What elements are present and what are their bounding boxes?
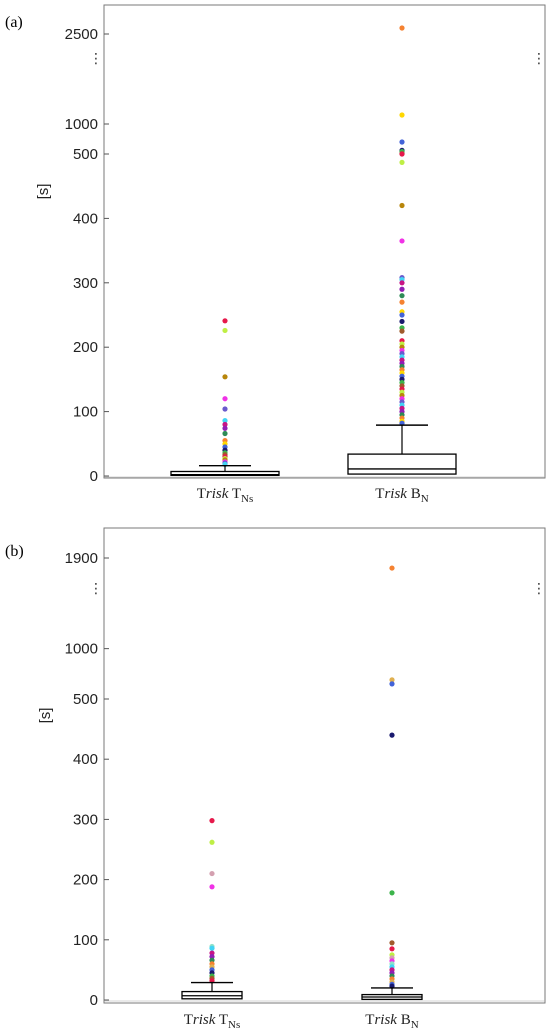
category-label-subscript: Ns: [241, 493, 253, 505]
y-tick-label: 2500: [65, 26, 98, 43]
y-tick-label: 1000: [65, 641, 98, 658]
outlier-point: [209, 950, 215, 956]
outlier-point: [389, 732, 395, 738]
outlier-point: [209, 954, 215, 960]
x-category-label: Trisk TNs: [184, 1012, 241, 1031]
plot-frame: [103, 4, 546, 479]
axis-break-left: ⋮: [89, 580, 103, 596]
category-label-main: T: [375, 486, 384, 502]
axis-break-right: ⋮: [532, 50, 546, 66]
outlier-point: [399, 328, 405, 334]
outlier-point: [399, 312, 405, 318]
category-label-prefix: T: [215, 1012, 228, 1028]
outlier-point: [399, 151, 405, 157]
box-group-1: [181, 818, 243, 1000]
outlier-point: [389, 681, 395, 687]
outlier-point: [222, 396, 228, 402]
outlier-point: [222, 406, 228, 412]
axis-break-right: ⋮: [532, 580, 546, 596]
y-tick-label: 1000: [65, 116, 98, 133]
category-label-italic: risk: [384, 486, 407, 502]
outlier-point: [209, 884, 215, 890]
outlier-point: [209, 839, 215, 845]
outlier-point: [222, 374, 228, 380]
outlier-point: [399, 112, 405, 118]
x-category-label: Trisk BN: [375, 486, 428, 505]
y-tick-label: 500: [73, 691, 98, 708]
outlier-point: [389, 946, 395, 952]
x-category-label: Trisk TNs: [197, 486, 254, 505]
category-label-subscript: N: [411, 1019, 419, 1031]
outlier-point: [209, 957, 215, 963]
outlier-point: [222, 418, 228, 424]
outlier-point: [399, 318, 405, 325]
y-axis-label: [s]: [37, 708, 54, 724]
outlier-point: [389, 565, 395, 571]
y-tick-label: 400: [73, 751, 98, 768]
box-iqr: [347, 453, 457, 475]
y-tick-label: 100: [73, 404, 98, 421]
panel-label: (b): [5, 543, 24, 560]
y-tick-label: 200: [73, 872, 98, 889]
outlier-point: [222, 425, 228, 431]
outlier-point: [222, 421, 228, 428]
y-tick-label: 200: [73, 339, 98, 356]
outlier-point: [399, 202, 405, 209]
outlier-point: [399, 293, 405, 299]
outlier-point: [399, 139, 405, 145]
box-group-2: [347, 25, 457, 475]
outlier-point: [399, 286, 405, 292]
category-label-subscript: Ns: [228, 1019, 240, 1031]
category-label-subscript: N: [421, 493, 429, 505]
y-tick-label: 300: [73, 275, 98, 292]
axis-break-left: ⋮: [89, 50, 103, 66]
y-tick-label: 0: [90, 992, 98, 1009]
y-tick-label: 300: [73, 811, 98, 828]
x-category-label: Trisk BN: [365, 1012, 418, 1031]
box-group-1: [170, 318, 280, 477]
y-tick-label: 100: [73, 932, 98, 949]
outlier-point: [209, 945, 215, 951]
outlier-point: [209, 870, 215, 877]
box-group-2: [361, 565, 423, 1001]
outlier-point: [222, 327, 228, 334]
outlier-point: [222, 318, 228, 324]
category-label-main: T: [365, 1012, 374, 1028]
panel-label: (a): [5, 14, 23, 31]
outlier-point: [399, 159, 405, 165]
category-label-italic: risk: [193, 1012, 216, 1028]
outlier-point: [209, 818, 215, 824]
y-tick-label: 1900: [65, 550, 98, 567]
y-axis-label: [s]: [35, 184, 52, 200]
outlier-point: [389, 940, 395, 946]
outlier-point: [399, 25, 405, 31]
outlier-point: [399, 238, 405, 244]
outlier-point: [399, 299, 405, 305]
category-label-main: T: [184, 1012, 193, 1028]
outlier-point: [389, 890, 395, 896]
category-label-prefix: B: [397, 1012, 411, 1028]
category-label-prefix: T: [228, 486, 241, 502]
y-tick-label: 0: [90, 468, 98, 485]
outlier-point: [389, 677, 395, 683]
y-tick-label: 400: [73, 210, 98, 227]
plot-frame: [103, 527, 546, 1004]
category-label-italic: risk: [206, 486, 229, 502]
category-label-prefix: B: [407, 486, 421, 502]
y-tick-label: 500: [73, 146, 98, 163]
category-label-italic: risk: [374, 1012, 397, 1028]
outlier-point: [222, 430, 228, 437]
category-label-main: T: [197, 486, 206, 502]
outlier-point: [399, 280, 405, 286]
